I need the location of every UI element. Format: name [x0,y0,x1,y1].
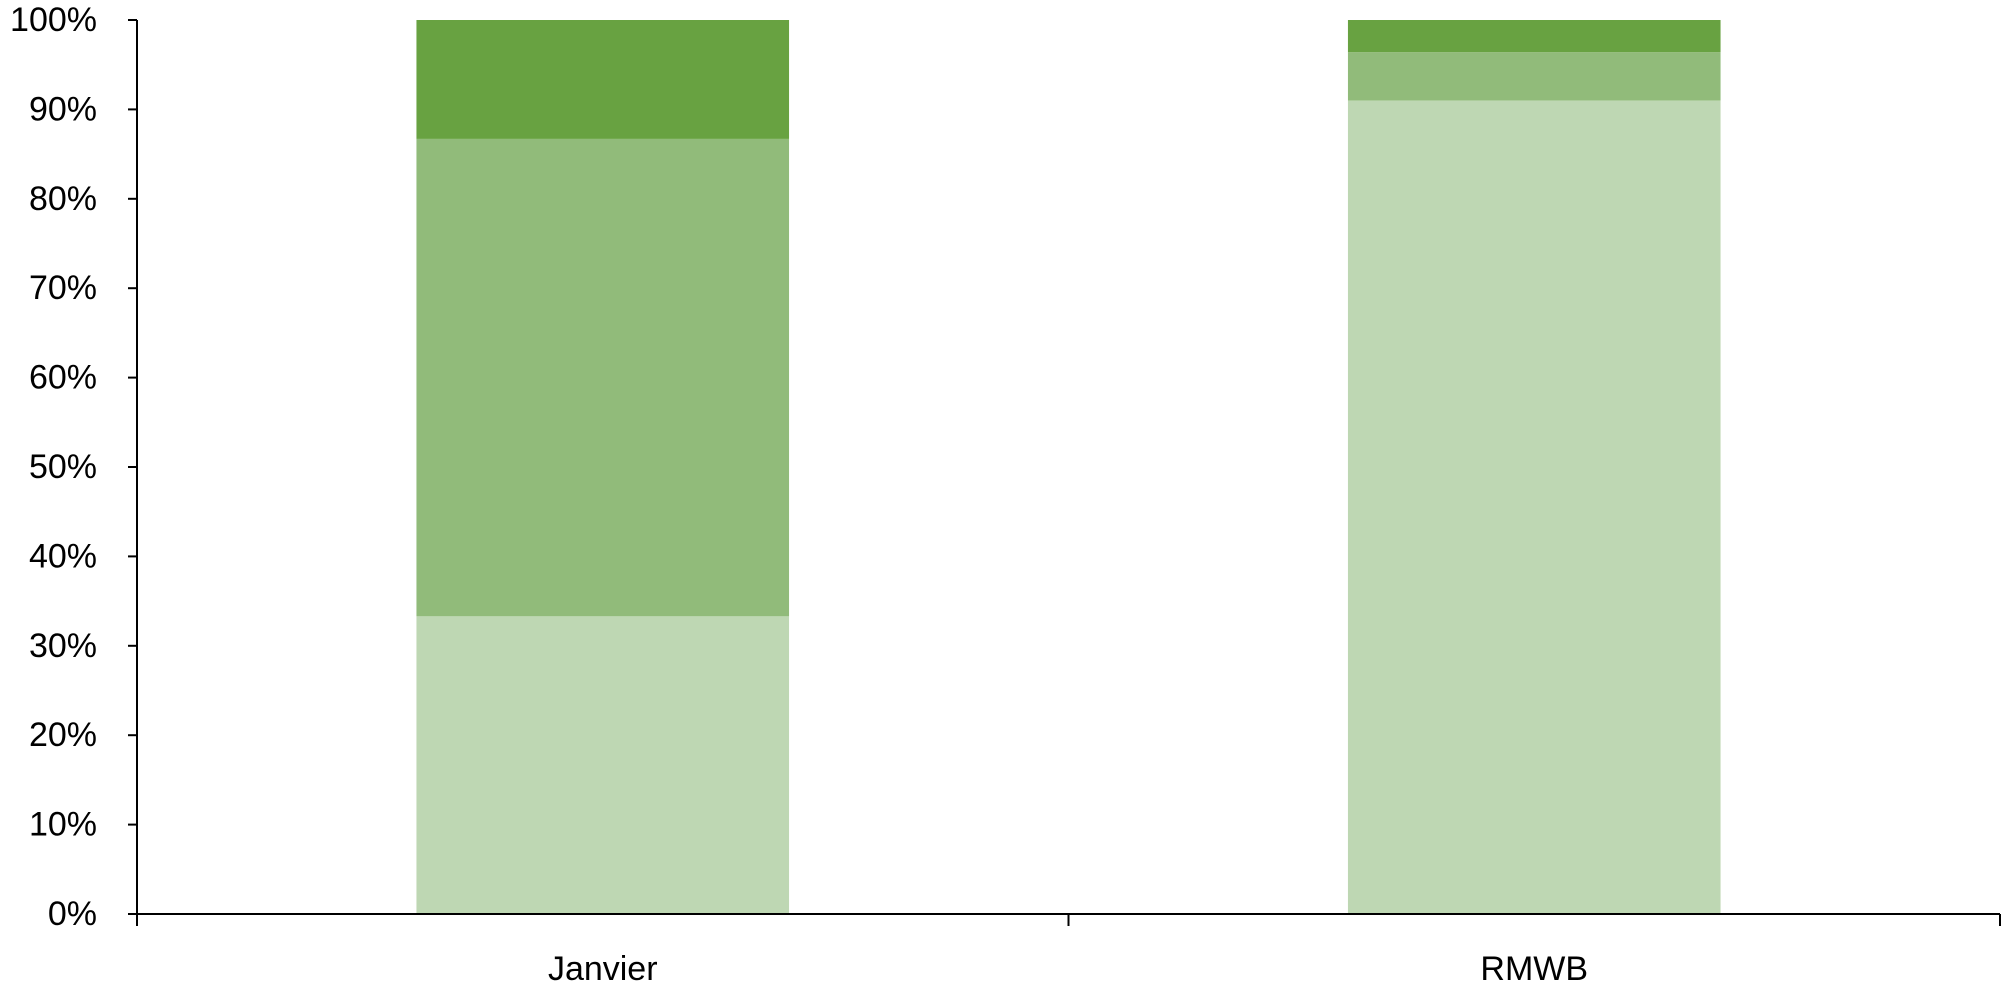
y-tick-label: 20% [29,716,97,754]
y-tick-label: 60% [29,359,97,397]
y-tick-label: 70% [29,269,97,307]
bar-segment-janvier-1 [416,616,790,914]
bar-segment-rmwb-1 [1347,100,1721,914]
bar-segment-rmwb-2 [1347,52,1721,101]
y-tick-label: 90% [29,90,97,128]
y-tick-label: 80% [29,180,97,218]
y-tick-label: 100% [10,1,97,39]
bar-segment-rmwb-3 [1347,20,1721,53]
bar-segment-janvier-2 [416,138,790,617]
bar-segment-janvier-3 [416,20,790,139]
y-ticks-group: 0% 10% 20% 30% 40% 50% 60% 70% 80% 90% 100% [10,1,137,933]
y-tick-label: 30% [29,627,97,665]
y-tick-label: 0% [48,895,97,933]
bars-group [416,20,1721,914]
x-ticks-group: Janvier RMWB [136,914,2001,988]
y-tick-label: 40% [29,537,97,575]
y-tick-label: 50% [29,448,97,486]
x-category-label: RMWB [1480,950,1588,988]
y-tick-label: 10% [29,806,97,844]
x-category-label: Janvier [548,950,658,988]
